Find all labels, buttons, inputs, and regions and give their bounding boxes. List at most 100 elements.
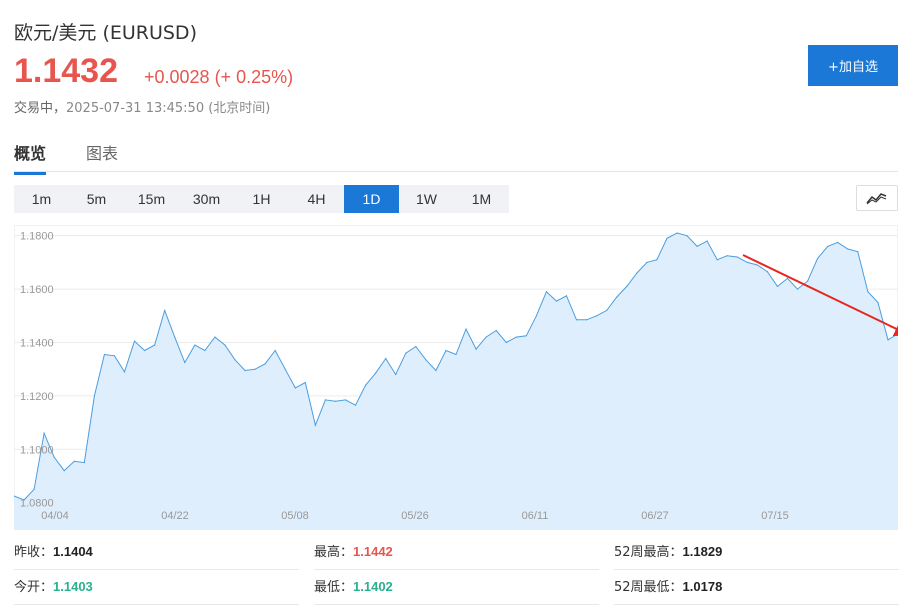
data-point — [525, 335, 527, 337]
data-point — [224, 344, 226, 346]
data-point — [696, 245, 698, 247]
data-point — [63, 470, 65, 472]
data-point — [726, 255, 728, 257]
data-point — [746, 261, 748, 263]
stat-value: 1.1404 — [53, 544, 93, 559]
y-tick-label: 1.1200 — [20, 391, 54, 403]
data-point — [304, 381, 306, 384]
y-tick-label: 1.1400 — [20, 337, 54, 349]
stat-52w-low: 52周最低：1.0178 — [614, 573, 899, 605]
data-point — [756, 264, 758, 266]
data-point — [93, 395, 95, 397]
data-point — [214, 336, 216, 338]
data-point — [375, 372, 377, 374]
data-point — [415, 345, 417, 348]
data-point — [847, 248, 849, 250]
data-point — [445, 349, 447, 352]
data-point — [666, 237, 668, 239]
page-title: 欧元/美元 (EURUSD) — [14, 22, 197, 44]
period-1month[interactable]: 1M — [471, 191, 492, 207]
data-point — [686, 235, 688, 237]
data-point — [164, 309, 166, 312]
data-point — [505, 341, 507, 344]
data-point — [817, 257, 819, 259]
data-point — [495, 329, 497, 332]
data-point — [646, 261, 648, 263]
data-point — [857, 251, 859, 253]
data-point — [23, 499, 25, 501]
tab-chart[interactable]: 图表 — [86, 144, 119, 163]
stat-value: 1.1829 — [682, 544, 723, 559]
stat-label: 52周最低： — [614, 580, 683, 595]
data-point — [14, 495, 15, 497]
period-15m[interactable]: 15m — [137, 191, 166, 207]
line-chart-icon — [866, 193, 887, 205]
data-point — [676, 232, 678, 234]
x-tick-label: 04/04 — [41, 510, 69, 522]
period-1m[interactable]: 1m — [31, 191, 52, 207]
stat-label: 最低： — [314, 580, 354, 595]
timestamp: 2025-07-31 13:45:50 (北京时间) — [66, 101, 271, 116]
data-points — [14, 232, 898, 501]
data-point — [455, 353, 457, 356]
data-point — [284, 368, 286, 370]
chart-type-button[interactable] — [856, 185, 898, 211]
x-tick-label: 05/08 — [281, 510, 309, 522]
data-point — [806, 280, 809, 282]
data-point — [515, 336, 517, 338]
period-4h[interactable]: 4H — [307, 191, 326, 207]
data-point — [606, 309, 608, 312]
data-point — [83, 462, 85, 464]
data-point — [585, 319, 588, 321]
stat-value: 1.1442 — [353, 544, 393, 559]
data-point — [766, 271, 769, 273]
current-price: 1.1432 — [14, 52, 118, 90]
data-point — [405, 352, 407, 354]
data-point — [626, 285, 628, 288]
data-point — [204, 349, 206, 352]
data-point — [113, 355, 116, 357]
data-point — [776, 285, 779, 288]
data-point — [616, 296, 618, 298]
stat-value: 1.1403 — [53, 579, 93, 594]
data-point — [354, 404, 357, 406]
add-watchlist-button[interactable]: +加自选 — [808, 45, 898, 86]
stat-label: 52周最高： — [614, 545, 683, 560]
data-point — [43, 432, 45, 434]
data-point — [575, 319, 578, 321]
price-change: +0.0028 (+ 0.25%) — [144, 67, 294, 87]
stat-label: 昨收： — [14, 545, 54, 560]
tab-overview[interactable]: 概览 — [14, 140, 47, 175]
data-point — [73, 460, 75, 462]
trading-status: 交易中，2025-07-31 13:45:50 (北京时间) — [14, 97, 270, 116]
data-point — [485, 336, 487, 338]
data-point — [364, 384, 367, 386]
tab-bar: 概览 图表 — [14, 140, 898, 175]
data-point — [786, 277, 789, 279]
period-1d[interactable]: 1D — [344, 185, 399, 213]
data-point — [324, 399, 327, 401]
data-point — [596, 315, 598, 317]
data-point — [123, 371, 126, 373]
data-point — [385, 357, 387, 360]
data-point — [545, 291, 548, 293]
data-point — [435, 369, 437, 372]
price-chart[interactable]: 1.0800 1.1000 1.1200 1.1400 1.1600 1.1800 04/… — [14, 225, 898, 530]
data-point — [103, 353, 106, 356]
data-point — [395, 373, 397, 376]
period-5m[interactable]: 5m — [86, 191, 107, 207]
y-tick-label: 1.0800 — [20, 498, 54, 510]
data-point — [184, 361, 186, 364]
period-1w[interactable]: 1W — [416, 191, 437, 207]
stat-value: 1.0178 — [682, 579, 723, 594]
data-point — [53, 456, 55, 458]
x-tick-label: 05/26 — [401, 510, 429, 522]
period-1h[interactable]: 1H — [252, 191, 271, 207]
data-point — [867, 291, 869, 293]
data-point — [33, 488, 35, 490]
stat-label: 今开： — [14, 580, 54, 595]
period-30m[interactable]: 30m — [192, 191, 221, 207]
data-point — [837, 241, 839, 243]
data-point — [887, 339, 889, 341]
data-point — [334, 400, 337, 402]
